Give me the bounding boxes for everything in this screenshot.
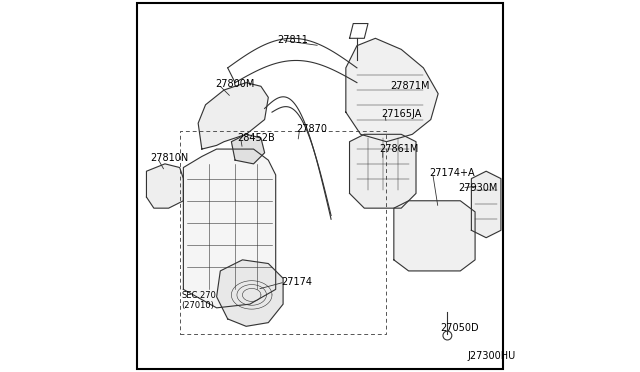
Polygon shape bbox=[184, 149, 276, 308]
Text: 28452B: 28452B bbox=[237, 133, 275, 143]
Polygon shape bbox=[198, 83, 268, 149]
Text: 27870: 27870 bbox=[296, 124, 327, 134]
Polygon shape bbox=[232, 134, 264, 164]
Text: 27174: 27174 bbox=[281, 277, 312, 287]
Text: 27811: 27811 bbox=[278, 35, 308, 45]
Text: J27300HU: J27300HU bbox=[468, 351, 516, 361]
Text: 27861M: 27861M bbox=[379, 144, 419, 154]
Polygon shape bbox=[147, 164, 184, 208]
Polygon shape bbox=[394, 201, 475, 271]
Polygon shape bbox=[216, 260, 283, 326]
Polygon shape bbox=[349, 134, 416, 208]
Text: 27050D: 27050D bbox=[440, 323, 479, 333]
Text: 27174+A: 27174+A bbox=[429, 168, 474, 178]
Polygon shape bbox=[472, 171, 501, 238]
Text: SEC.270
(27010): SEC.270 (27010) bbox=[182, 291, 216, 310]
Text: 27930M: 27930M bbox=[458, 183, 498, 193]
Text: 27800M: 27800M bbox=[215, 80, 254, 89]
Text: 27871M: 27871M bbox=[390, 81, 429, 91]
Polygon shape bbox=[346, 38, 438, 142]
Text: 27810N: 27810N bbox=[150, 153, 188, 163]
Text: 27165JA: 27165JA bbox=[381, 109, 421, 119]
